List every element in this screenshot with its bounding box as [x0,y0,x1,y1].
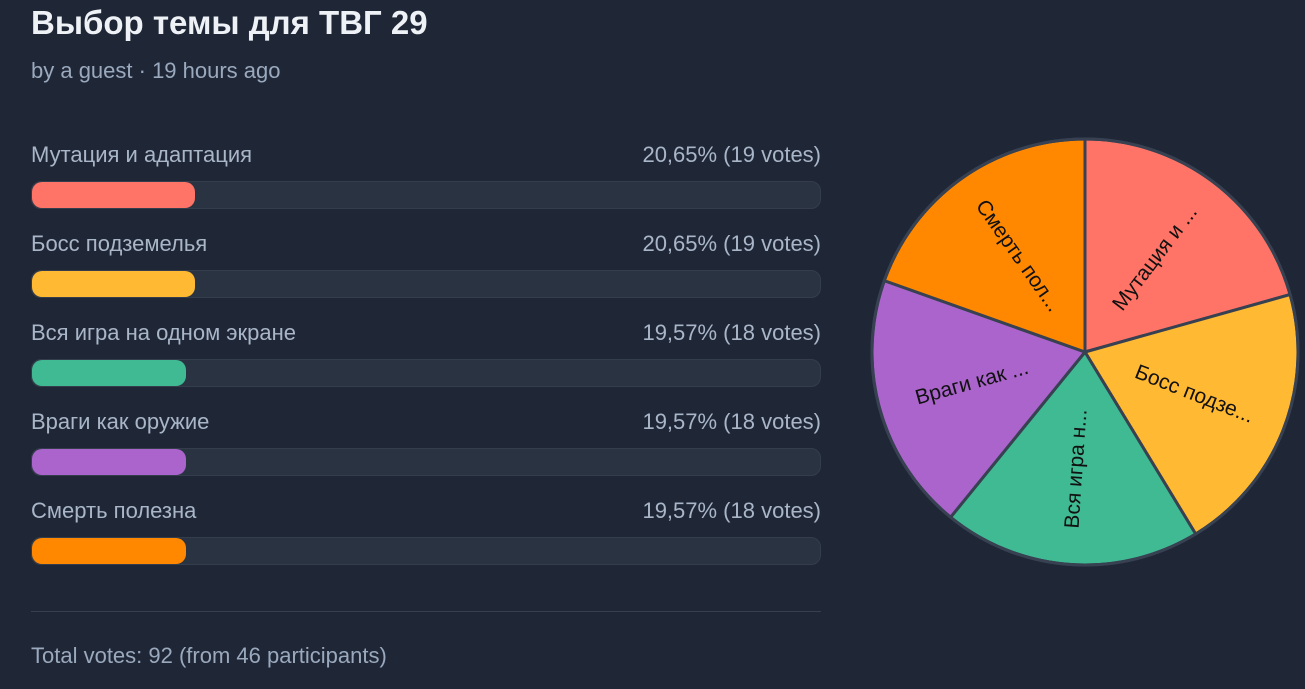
poll-option: Враги как оружие 19,57% (18 votes) [31,409,821,476]
poll-option: Смерть полезна 19,57% (18 votes) [31,498,821,565]
option-result: 20,65% (19 votes) [642,142,821,167]
progress-track [31,270,821,298]
poll-option: Босс подземелья 20,65% (19 votes) [31,231,821,298]
progress-track [31,448,821,476]
option-label: Вся игра на одном экране [31,320,297,345]
total-votes: Total votes: 92 (from 46 participants) [31,643,387,668]
progress-fill [32,182,195,208]
progress-fill [32,271,195,297]
option-label: Мутация и адаптация [31,142,253,167]
poll-meta: by a guest · 19 hours ago [31,58,281,83]
progress-fill [32,360,187,386]
progress-fill [32,538,187,564]
option-result: 20,65% (19 votes) [642,231,821,256]
poll-option: Вся игра на одном экране 19,57% (18 votes… [31,320,821,387]
poll-option: Мутация и адаптация 20,65% (19 votes) [31,142,821,209]
option-label: Враги как оружие [31,409,210,434]
pie-chart: Мутация и ...Босс подзе...Вся игра н...В… [870,137,1300,567]
progress-track [31,537,821,565]
divider [31,611,821,612]
progress-track [31,181,821,209]
option-result: 19,57% (18 votes) [642,409,821,434]
option-label: Босс подземелья [31,231,208,256]
option-result: 19,57% (18 votes) [642,320,821,345]
pie-outline [870,137,1300,567]
option-label: Смерть полезна [31,498,197,523]
progress-fill [32,449,187,475]
progress-track [31,359,821,387]
poll-title: Выбор темы для ТВГ 29 [31,4,428,41]
option-result: 19,57% (18 votes) [642,498,821,523]
